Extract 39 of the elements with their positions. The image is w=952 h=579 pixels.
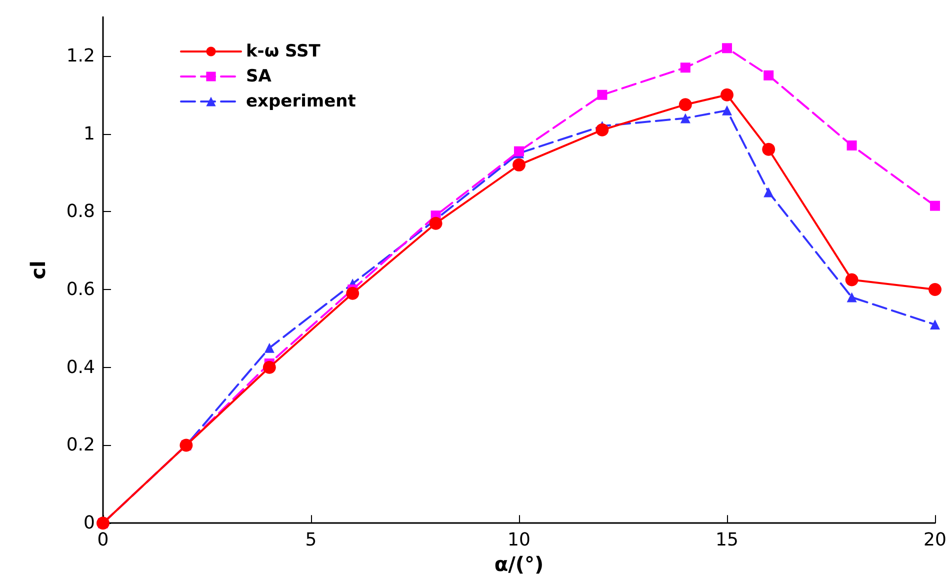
point xyxy=(762,142,776,156)
point xyxy=(678,98,692,112)
point xyxy=(722,43,732,54)
point xyxy=(720,88,734,102)
y-tick-label: 0.8 xyxy=(66,201,95,222)
point xyxy=(680,62,690,73)
x-axis-title: α/(°) xyxy=(494,552,544,576)
x-tick-label: 15 xyxy=(716,530,738,551)
legend-label: k-ω SST xyxy=(246,42,321,62)
y-axis-title: cl xyxy=(26,260,50,280)
y-tick-label: 0.6 xyxy=(66,279,95,300)
y-tick-label: 1 xyxy=(84,123,95,144)
point xyxy=(845,273,858,286)
legend-label: experiment xyxy=(246,92,356,112)
point xyxy=(846,292,857,302)
x-tick-label: 5 xyxy=(305,530,317,551)
y-tick-label: 0 xyxy=(84,512,95,534)
point xyxy=(596,123,609,136)
y-tick-label: 0.4 xyxy=(66,356,95,378)
point xyxy=(346,286,360,300)
point xyxy=(597,90,608,100)
point xyxy=(264,342,274,353)
point xyxy=(722,105,732,116)
point xyxy=(846,140,857,150)
x-tick-label: 10 xyxy=(508,530,530,551)
point xyxy=(764,187,774,198)
point xyxy=(930,200,940,211)
point xyxy=(680,113,690,124)
y-tick-label: 0.2 xyxy=(66,434,95,456)
point xyxy=(764,70,774,80)
point xyxy=(429,216,442,230)
legend-label: SA xyxy=(246,66,272,86)
point xyxy=(512,158,526,172)
y-tick-label: 1.2 xyxy=(66,45,95,66)
x-tick-label: 20 xyxy=(924,530,946,551)
point xyxy=(262,360,276,374)
point xyxy=(930,320,940,330)
x-tick-label: 0 xyxy=(97,530,109,551)
point xyxy=(928,283,942,296)
